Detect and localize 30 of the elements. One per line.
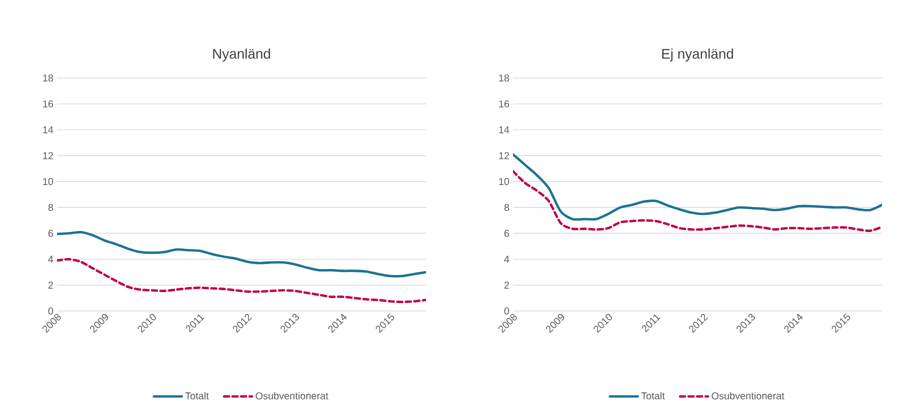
legend-label: Osubventionerat (256, 392, 328, 400)
y-tick-label: 4 (48, 256, 54, 263)
y-tick-label: 12 (43, 152, 53, 160)
chart-title: Nyanländ (213, 48, 270, 62)
legend-label: Totalt (641, 392, 665, 400)
y-tick-label: 0 (504, 307, 510, 315)
y-tick-label: 16 (43, 100, 54, 108)
legend-label: Osubventionerat (712, 392, 784, 400)
chart-title: Ej nyanländ (662, 48, 734, 62)
y-tick-label: 2 (48, 282, 53, 289)
line-series (513, 170, 882, 232)
line-series (513, 153, 882, 221)
y-tick-label: 8 (48, 204, 54, 211)
y-tick-label: 0 (48, 307, 54, 315)
line-series (57, 230, 426, 278)
y-tick-label: 2 (504, 282, 509, 289)
y-tick-label: 10 (43, 178, 54, 186)
y-tick-label: 6 (504, 230, 510, 237)
y-tick-label: 12 (499, 152, 509, 160)
y-tick-label: 16 (499, 100, 510, 108)
y-tick-label: 6 (48, 230, 54, 237)
y-tick-label: 14 (43, 126, 54, 134)
y-tick-label: 10 (499, 178, 510, 186)
y-tick-label: 4 (504, 256, 510, 263)
y-tick-label: 14 (499, 126, 510, 134)
y-tick-label: 18 (43, 74, 54, 82)
legend-label: Totalt (185, 392, 209, 400)
y-tick-label: 18 (499, 74, 510, 82)
line-series (57, 258, 426, 304)
y-tick-label: 8 (504, 204, 510, 211)
